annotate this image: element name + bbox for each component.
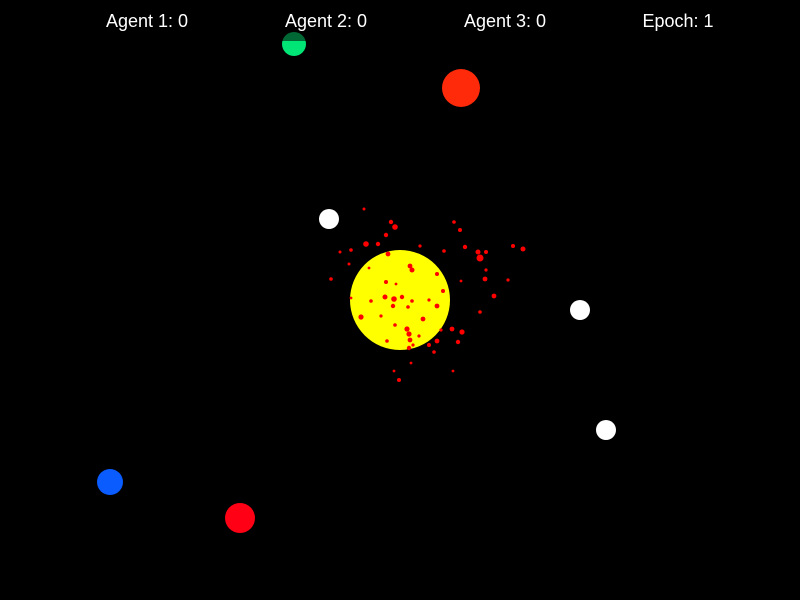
particle <box>434 338 440 344</box>
particle <box>439 328 443 332</box>
sun <box>350 250 450 350</box>
particle <box>384 280 388 284</box>
particle <box>338 250 342 254</box>
particle <box>409 361 413 365</box>
particle-cloud <box>329 207 526 382</box>
particle <box>406 331 412 337</box>
particle <box>329 277 333 281</box>
particle <box>427 298 431 302</box>
neutral-body <box>570 300 590 320</box>
epoch-counter: Epoch: 1 <box>642 10 713 32</box>
particle <box>427 343 431 347</box>
particle <box>375 241 381 247</box>
particle <box>459 329 465 335</box>
particle <box>462 244 468 250</box>
particle <box>484 250 488 254</box>
particle <box>475 249 481 255</box>
agent-2-score: Agent 2: 0 <box>285 10 367 32</box>
particle <box>435 272 439 276</box>
particle <box>397 378 401 382</box>
particle <box>417 334 421 338</box>
particle <box>385 339 389 343</box>
particle <box>491 293 497 299</box>
particle <box>511 244 515 248</box>
agent-3-label: Agent 3: <box>463 11 532 31</box>
particle <box>399 294 405 300</box>
particle <box>391 296 397 302</box>
particle <box>442 249 446 253</box>
particle <box>459 279 463 283</box>
particle <box>484 268 488 272</box>
particle <box>407 337 413 343</box>
particle <box>434 303 440 309</box>
agent-1-score-value: 0 <box>178 11 189 31</box>
particle <box>420 316 426 322</box>
particle <box>520 246 526 252</box>
agent-orange-red <box>442 69 480 107</box>
particle <box>392 224 398 230</box>
particle <box>409 267 415 273</box>
particle <box>404 326 410 332</box>
particle <box>394 282 398 286</box>
particle <box>367 266 371 270</box>
particle <box>349 296 353 300</box>
agent-green-shade <box>282 32 306 41</box>
particle <box>411 343 415 347</box>
particle <box>432 350 436 354</box>
particle <box>388 219 394 225</box>
particle <box>455 339 461 345</box>
agent-red <box>225 503 255 533</box>
agent-1-score: Agent 1: 0 <box>106 10 188 32</box>
agent-3-score-value: 0 <box>536 11 547 31</box>
agent-2-score-value: 0 <box>357 11 368 31</box>
particle <box>369 299 373 303</box>
particle <box>362 207 366 211</box>
particle <box>458 228 462 232</box>
particle <box>451 369 455 373</box>
particle <box>482 276 488 282</box>
particle <box>349 248 353 252</box>
particle <box>478 310 482 314</box>
particle <box>363 241 369 247</box>
particle <box>406 305 410 309</box>
particle <box>347 262 351 266</box>
epoch-value: 1 <box>703 11 714 31</box>
particle <box>506 278 510 282</box>
agent-1-label: Agent 1: <box>105 11 174 31</box>
epoch-label: Epoch: <box>642 11 699 31</box>
agent-blue <box>97 469 123 495</box>
particle <box>418 244 422 248</box>
particle <box>358 314 364 320</box>
particle <box>410 299 414 303</box>
particle <box>441 289 445 293</box>
neutral-body <box>596 420 616 440</box>
particle <box>379 314 383 318</box>
particle <box>383 232 389 238</box>
agent-green <box>282 32 306 56</box>
particle <box>452 220 456 224</box>
particle <box>476 254 484 262</box>
particle <box>382 294 388 300</box>
particle <box>390 303 396 309</box>
particle <box>393 323 397 327</box>
agent-2-label: Agent 2: <box>284 11 353 31</box>
particle <box>406 345 412 351</box>
neutral-body <box>319 209 339 229</box>
particle <box>407 263 413 269</box>
particle <box>392 369 396 373</box>
agent-3-score: Agent 3: 0 <box>464 10 546 32</box>
particle <box>449 326 455 332</box>
particle <box>385 251 391 257</box>
